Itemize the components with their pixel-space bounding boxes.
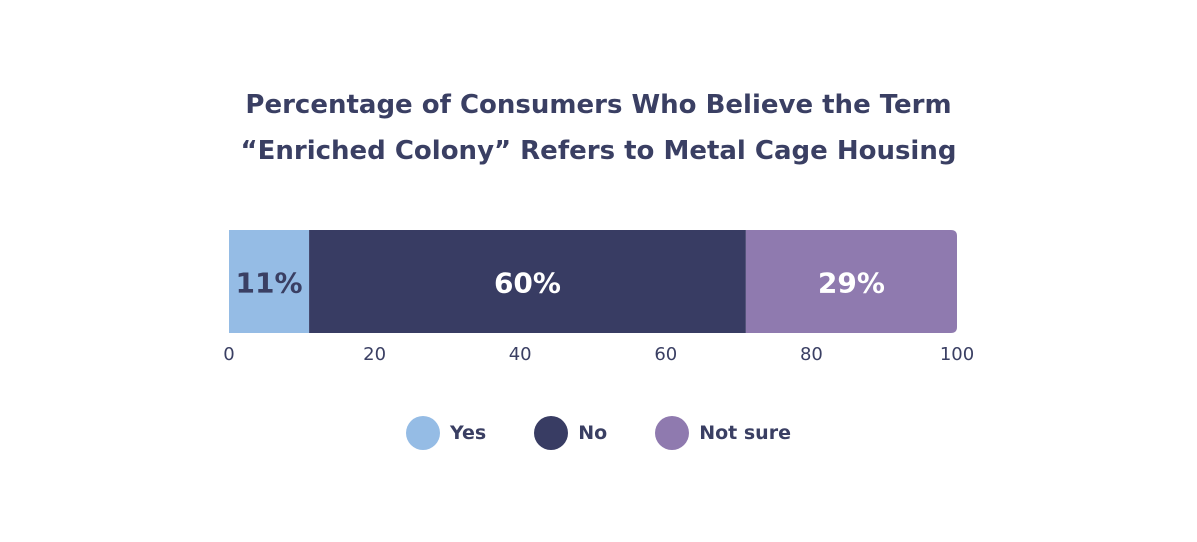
chart-title-line-2: “Enriched Colony” Refers to Metal Cage H… [240,136,957,166]
data-label-not-sure: 29% [818,267,885,300]
x-tick-label-40: 40 [509,344,532,365]
legend-swatch-yes [406,416,441,450]
legend-label-no: No [578,422,608,444]
x-tick-label-0: 0 [223,344,234,365]
bar-segment-no [309,230,746,333]
x-tick-label-80: 80 [800,344,823,365]
chart-title-line-1: Percentage of Consumers Who Believe the … [245,90,952,120]
legend-item-yes: Yes [406,416,486,450]
data-label-no: 60% [494,267,561,300]
legend-swatch-no [534,416,569,450]
bar-segment-yes [229,230,310,333]
x-tick-label-100: 100 [940,344,974,365]
legend-item-not-sure: Not sure [655,416,791,450]
chart-title: Percentage of Consumers Who Believe the … [0,82,1197,174]
legend-label-yes: Yes [450,422,487,444]
chart-legend: Yes No Not sure [0,416,1197,450]
x-tick-label-60: 60 [654,344,677,365]
legend-swatch-not-sure [655,416,690,450]
legend-label-not-sure: Not sure [699,422,791,444]
legend-item-no: No [534,416,607,450]
data-label-yes: 11% [236,267,303,300]
bar-segment-not-sure [745,230,957,333]
x-tick-label-20: 20 [363,344,386,365]
